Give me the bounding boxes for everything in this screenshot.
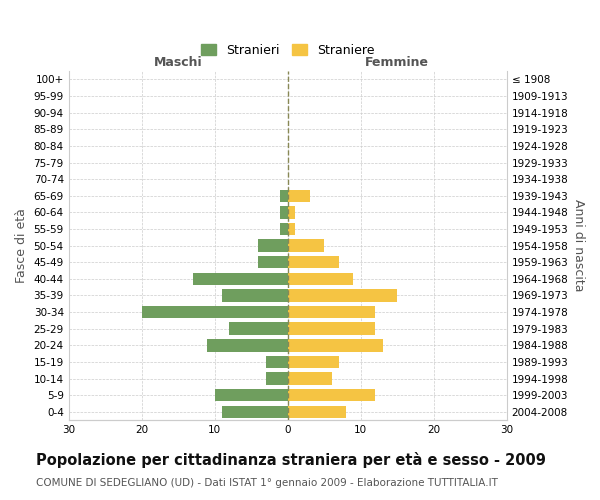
Text: Popolazione per cittadinanza straniera per età e sesso - 2009: Popolazione per cittadinanza straniera p… xyxy=(36,452,546,468)
Bar xyxy=(287,206,295,218)
Bar xyxy=(222,406,287,418)
Legend: Stranieri, Straniere: Stranieri, Straniere xyxy=(196,39,379,62)
Bar xyxy=(229,322,287,335)
Bar xyxy=(208,339,287,351)
Text: Femmine: Femmine xyxy=(365,56,429,68)
Bar xyxy=(222,289,287,302)
Y-axis label: Fasce di età: Fasce di età xyxy=(15,208,28,283)
Text: COMUNE DI SEDEGLIANO (UD) - Dati ISTAT 1° gennaio 2009 - Elaborazione TUTTITALIA: COMUNE DI SEDEGLIANO (UD) - Dati ISTAT 1… xyxy=(36,478,498,488)
Bar xyxy=(287,356,339,368)
Bar xyxy=(259,256,287,268)
Bar xyxy=(280,206,287,218)
Bar xyxy=(287,256,339,268)
Bar xyxy=(266,372,287,385)
Bar xyxy=(266,356,287,368)
Bar xyxy=(287,406,346,418)
Bar xyxy=(287,223,295,235)
Bar xyxy=(287,272,353,285)
Text: Maschi: Maschi xyxy=(154,56,202,68)
Bar xyxy=(287,289,397,302)
Bar xyxy=(193,272,287,285)
Bar xyxy=(287,240,324,252)
Bar xyxy=(287,306,376,318)
Bar xyxy=(259,240,287,252)
Bar xyxy=(215,389,287,402)
Y-axis label: Anni di nascita: Anni di nascita xyxy=(572,200,585,292)
Bar xyxy=(287,372,331,385)
Bar xyxy=(287,339,383,351)
Bar xyxy=(287,322,376,335)
Bar xyxy=(280,223,287,235)
Bar xyxy=(287,389,376,402)
Bar xyxy=(142,306,287,318)
Bar xyxy=(280,190,287,202)
Bar xyxy=(287,190,310,202)
